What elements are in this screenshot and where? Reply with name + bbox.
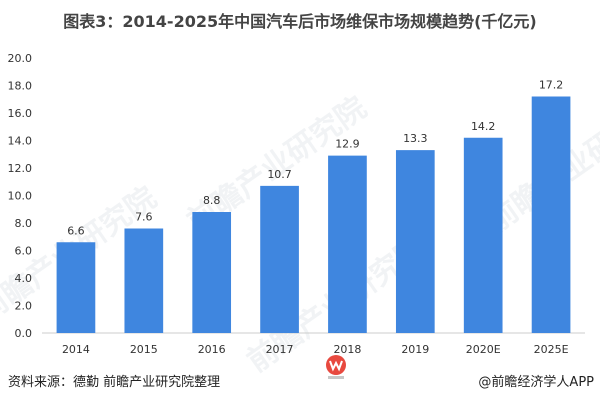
y-tick-label: 14.0 — [8, 135, 33, 148]
y-tick-label: 4.0 — [15, 272, 33, 285]
bar — [260, 185, 299, 333]
bar — [328, 155, 367, 333]
data-label: 10.7 — [267, 168, 292, 181]
y-tick-label: 20.0 — [8, 52, 33, 65]
data-label: 7.6 — [135, 211, 153, 224]
y-tick-label: 6.0 — [15, 245, 33, 258]
chart-title: 图表3：2014-2025年中国汽车后市场维保市场规模趋势(千亿元) — [63, 12, 537, 31]
logo-icon — [326, 355, 346, 379]
data-label: 8.8 — [203, 194, 221, 207]
data-label: 12.9 — [335, 138, 360, 151]
y-tick-label: 12.0 — [8, 162, 33, 175]
y-tick-label: 2.0 — [15, 300, 33, 313]
bar — [463, 137, 503, 333]
data-label: 14.2 — [471, 120, 496, 133]
x-tick-label: 2025E — [534, 343, 569, 356]
bar — [395, 150, 435, 333]
x-tick-label: 2019 — [401, 343, 429, 356]
y-tick-label: 8.0 — [15, 217, 33, 230]
y-tick-label: 16.0 — [8, 107, 33, 120]
source-note: 资料来源：德勤 前瞻产业研究院整理 — [8, 375, 221, 390]
bar — [56, 242, 96, 333]
bar — [124, 228, 164, 333]
y-tick-label: 0.0 — [15, 327, 33, 340]
data-label: 13.3 — [403, 132, 428, 145]
data-label: 17.2 — [539, 79, 564, 92]
x-tick-label: 2016 — [198, 343, 226, 356]
x-tick-label: 2015 — [130, 343, 158, 356]
x-tick-label: 2017 — [266, 343, 294, 356]
app-credit: @前瞻经济学人APP — [478, 375, 594, 390]
bar — [192, 212, 232, 333]
x-tick-label: 2014 — [62, 343, 90, 356]
y-tick-label: 18.0 — [8, 80, 33, 93]
bar — [531, 96, 571, 333]
y-tick-label: 10.0 — [8, 190, 33, 203]
x-tick-label: 2018 — [333, 343, 361, 356]
data-label: 6.6 — [67, 224, 85, 237]
x-tick-label: 2020E — [466, 343, 501, 356]
